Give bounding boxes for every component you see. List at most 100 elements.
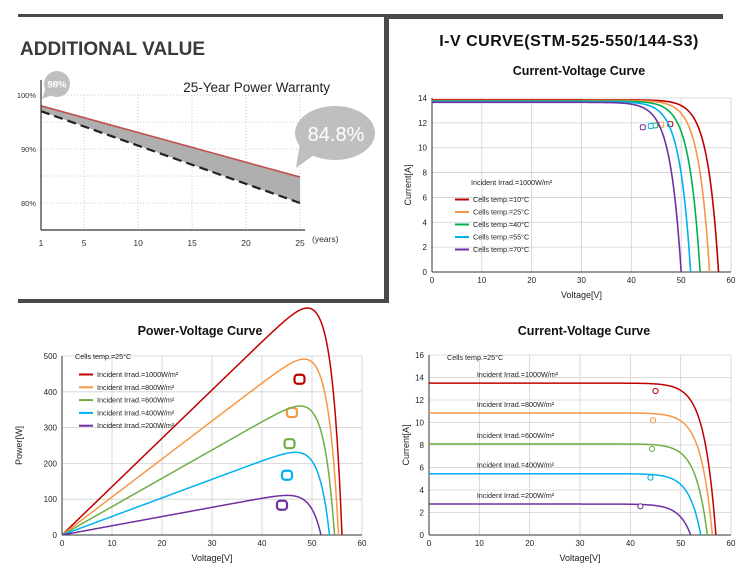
x-axis-label: Voltage[V] bbox=[559, 553, 600, 563]
pv-curve bbox=[61, 451, 331, 536]
x-tick-label: 40 bbox=[626, 539, 635, 548]
warranty-x-tick: 1 bbox=[39, 238, 44, 248]
x-tick-label: 20 bbox=[158, 539, 167, 548]
iv-irrad-curve bbox=[429, 443, 709, 536]
warranty-x-tick: 15 bbox=[187, 238, 197, 248]
y-tick-label: 2 bbox=[423, 243, 428, 252]
x-tick-label: 50 bbox=[676, 539, 685, 548]
pv-curve bbox=[61, 307, 343, 536]
x-tick-label: 10 bbox=[475, 539, 484, 548]
pv-legend-header: Cells temp.=25°C bbox=[75, 352, 131, 361]
center-divider-bar bbox=[384, 14, 389, 303]
y-tick-label: 6 bbox=[423, 193, 428, 202]
warranty-x-unit: (years) bbox=[312, 234, 339, 244]
badge-end-tail bbox=[296, 142, 318, 168]
iv-irrad-curve bbox=[429, 503, 692, 536]
y-tick-label: 400 bbox=[44, 388, 58, 397]
pv-curve bbox=[61, 405, 336, 536]
iv-temp-mpp-marker bbox=[647, 122, 654, 129]
y-tick-label: 14 bbox=[415, 374, 424, 383]
iv-irrad-series-label: Incident Irrad.=800W/m² bbox=[477, 400, 555, 409]
iv-irrad-mpp-marker bbox=[649, 417, 657, 424]
top-divider-bar bbox=[385, 14, 723, 19]
x-tick-label: 20 bbox=[525, 539, 534, 548]
x-tick-label: 30 bbox=[577, 276, 586, 285]
warranty-panel: ADDITIONAL VALUE 25-Year Power Warranty 10… bbox=[0, 0, 385, 300]
x-tick-label: 60 bbox=[727, 276, 736, 285]
warranty-x-tick: 25 bbox=[295, 238, 305, 248]
x-tick-label: 20 bbox=[527, 276, 536, 285]
iv-irrad-mpp-marker bbox=[647, 474, 654, 481]
y-tick-label: 14 bbox=[418, 94, 427, 103]
pv-legend-label: Incident Irrad.=1000W/m² bbox=[97, 370, 179, 379]
warranty-x-tick: 20 bbox=[241, 238, 251, 248]
badge-end-bubble bbox=[295, 106, 375, 160]
iv-irrad-panel: 0 10 20 30 40 50 60 0 2 4 6 8 10 12 14 16 Current-Voltag… bbox=[389, 318, 750, 579]
iv-temp-legend-header: Incident Irrad.=1000W/m² bbox=[471, 178, 553, 187]
x-tick-label: 0 bbox=[60, 539, 65, 548]
y-tick-label: 16 bbox=[415, 351, 424, 360]
x-tick-label: 10 bbox=[477, 276, 486, 285]
badge-end-label: 84.8% bbox=[308, 124, 365, 146]
warranty-chart: ADDITIONAL VALUE 25-Year Power Warranty 10… bbox=[17, 39, 375, 248]
y-tick-label: 8 bbox=[420, 441, 425, 450]
y-tick-label: 4 bbox=[423, 218, 428, 227]
y-tick-label: 300 bbox=[44, 424, 58, 433]
iv-irrad-series-label: Incident Irrad.=1000W/m² bbox=[477, 370, 559, 379]
y-tick-label: 8 bbox=[423, 169, 428, 178]
pv-legend-label: Incident Irrad.=400W/m² bbox=[97, 408, 175, 417]
pv-irrad-chart: 0 10 20 30 40 50 60 0 100 200 300 400 500 Power-Volta… bbox=[14, 307, 367, 563]
iv-temp-mpp-marker bbox=[639, 124, 646, 131]
iv-irrad-curve bbox=[429, 472, 702, 536]
iv-temp-curve bbox=[432, 101, 682, 273]
iv-temp-chart: 0 10 20 30 40 50 60 0 2 4 6 8 10 12 14 Current-Voltage … bbox=[403, 64, 736, 300]
x-tick-label: 10 bbox=[108, 539, 117, 548]
badge-start-bubble bbox=[44, 71, 70, 97]
x-tick-label: 0 bbox=[430, 276, 435, 285]
x-tick-label: 0 bbox=[427, 539, 432, 548]
warranty-subtitle: 25-Year Power Warranty bbox=[183, 80, 330, 95]
y-tick-label: 10 bbox=[415, 419, 424, 428]
iv-irrad-curve bbox=[429, 412, 714, 536]
pv-irrad-panel: 0 10 20 30 40 50 60 0 100 200 300 400 500 Power-Volta… bbox=[0, 307, 385, 579]
x-tick-label: 60 bbox=[358, 539, 367, 548]
iv-irrad-series-label: Incident Irrad.=200W/m² bbox=[477, 491, 555, 500]
y-axis-label: Current[A] bbox=[401, 424, 411, 465]
iv-irrad-legend-header: Cells temp.=25°C bbox=[447, 353, 503, 362]
y-axis-label: Current[A] bbox=[403, 164, 413, 205]
y-tick-label: 500 bbox=[44, 352, 58, 361]
y-tick-label: 100 bbox=[44, 495, 58, 504]
x-tick-label: 30 bbox=[576, 539, 585, 548]
x-axis-label: Voltage[V] bbox=[191, 553, 232, 563]
chart-title: Power-Voltage Curve bbox=[138, 324, 263, 338]
pv-curve bbox=[61, 494, 322, 536]
pv-curve bbox=[61, 358, 340, 536]
pv-legend-label: Incident Irrad.=200W/m² bbox=[97, 421, 175, 430]
pv-peak-marker bbox=[275, 499, 289, 511]
y-tick-label: 0 bbox=[53, 531, 58, 540]
pv-legend-label: Incident Irrad.=600W/m² bbox=[97, 396, 175, 405]
pv-peak-marker bbox=[293, 373, 306, 385]
warranty-gain-area bbox=[41, 105, 300, 203]
warranty-x-tick: 5 bbox=[82, 238, 87, 248]
badge-start-label: 98% bbox=[47, 80, 67, 91]
y-axis-label: Power[W] bbox=[14, 426, 24, 465]
pv-peak-marker bbox=[280, 469, 294, 481]
pv-peak-marker bbox=[283, 438, 296, 450]
iv-irrad-mpp-marker bbox=[648, 445, 656, 453]
iv-irrad-mpp-marker bbox=[652, 387, 659, 395]
x-tick-label: 60 bbox=[727, 539, 736, 548]
iv-temp-panel: 0 10 20 30 40 50 60 0 2 4 6 8 10 12 14 Current-Voltage … bbox=[389, 60, 750, 305]
warranty-line bbox=[40, 105, 301, 178]
y-tick-label: 12 bbox=[415, 396, 424, 405]
iv-temp-legend-label: Cells temp.=70°C bbox=[473, 245, 529, 254]
iv-temp-legend-label: Cells temp.=40°C bbox=[473, 220, 529, 229]
chart-title: Current-Voltage Curve bbox=[518, 324, 650, 338]
x-tick-label: 40 bbox=[258, 539, 267, 548]
iv-irrad-series-label: Incident Irrad.=600W/m² bbox=[477, 431, 555, 440]
warranty-y-tick: 100% bbox=[17, 91, 37, 100]
iv-irrad-chart: 0 10 20 30 40 50 60 0 2 4 6 8 10 12 14 16 Current-Voltag… bbox=[401, 324, 736, 563]
top-left-bar bbox=[18, 14, 386, 17]
y-tick-label: 12 bbox=[418, 119, 427, 128]
iv-main-title: I-V CURVE(STM-525-550/144-S3) bbox=[439, 33, 699, 50]
